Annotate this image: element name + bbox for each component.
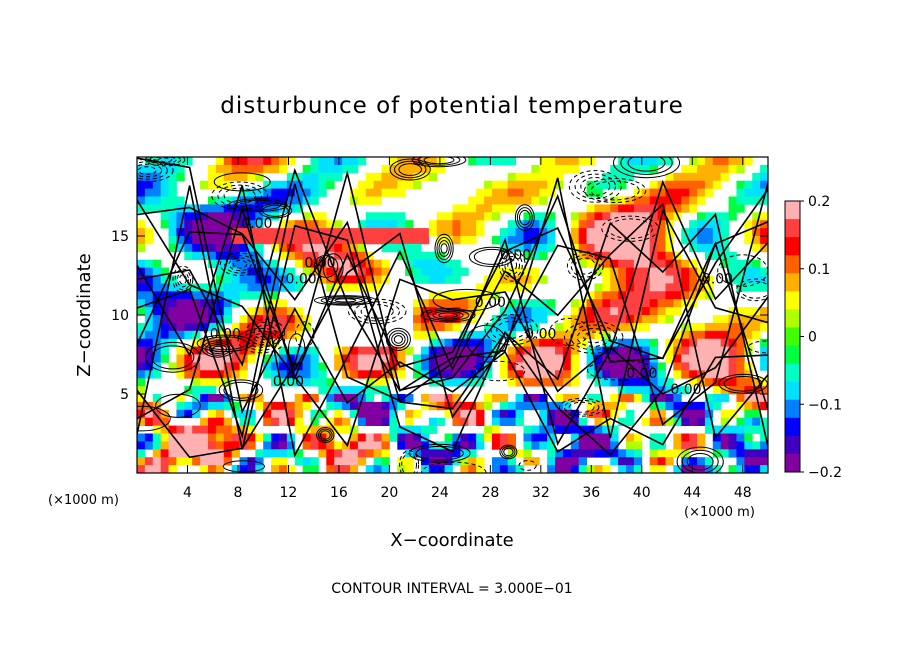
contour-value-label: 0.00 — [626, 366, 657, 382]
colorbar-segment — [785, 237, 800, 256]
x-tick-label: 32 — [532, 485, 550, 501]
colorbar-label: 0.1 — [808, 262, 830, 278]
x-axis-label: X−coordinate — [390, 530, 513, 551]
z-tick-label: 5 — [120, 387, 129, 403]
colorbar-label: −0.1 — [808, 397, 842, 413]
z-tick-label: 15 — [111, 229, 129, 245]
colorbar-segment — [785, 255, 800, 274]
x-tick-label: 28 — [481, 485, 499, 501]
colorbar-segment — [785, 345, 800, 365]
contour-lines — [137, 157, 768, 473]
z-axis: 5 10 15 — [111, 229, 768, 403]
contour-labels: 0.000.000.000.000.000.000.000.000.000.00… — [210, 216, 733, 398]
colorbar-segment — [785, 399, 800, 419]
x-axis: 4 8 12 16 20 24 28 32 36 40 44 48 — [183, 157, 752, 501]
contour-value-label: 0.00 — [500, 248, 531, 264]
colorbar-segment — [785, 219, 800, 238]
colorbar-segment — [785, 327, 800, 347]
colorbar-segment — [785, 453, 800, 473]
z-tick-label: 10 — [111, 308, 129, 324]
colorbar-label: 0 — [808, 330, 817, 346]
contour-value-label: 0.00 — [702, 271, 733, 287]
x-axis-right-unit: (×1000 m) — [684, 505, 755, 520]
colorbar-segment — [785, 309, 800, 328]
colorbar-label: −0.2 — [808, 465, 842, 481]
contour-value-label: 0.00 — [210, 327, 241, 343]
colorbar-segment — [785, 435, 800, 455]
contour-value-label: 0.00 — [241, 216, 272, 232]
x-axis-left-unit: (×1000 m) — [48, 493, 119, 508]
x-tick-label: 12 — [280, 485, 298, 501]
x-tick-label: 48 — [734, 485, 752, 501]
contour-value-label: 0.00 — [525, 327, 556, 343]
colorbar-label: 0.2 — [808, 194, 830, 210]
x-tick-label: 16 — [330, 485, 348, 501]
colorbar-segment — [785, 201, 800, 220]
colorbar-segment — [785, 291, 800, 310]
x-tick-label: 40 — [633, 485, 651, 501]
colorbar: 0.2 0.1 0 −0.1 −0.2 — [784, 194, 842, 481]
contour-value-label: 0.00 — [304, 256, 335, 272]
x-tick-label: 36 — [582, 485, 600, 501]
x-tick-label: 8 — [233, 485, 242, 501]
colorbar-segment — [785, 417, 800, 437]
x-tick-label: 24 — [431, 485, 449, 501]
contour-value-label: 0.00 — [670, 382, 701, 398]
contour-value-label: 0.00 — [273, 374, 304, 390]
chart-title: disturbunce of potential temperature — [220, 93, 684, 119]
contour-interval-note: CONTOUR INTERVAL = 3.000E−01 — [331, 581, 572, 597]
x-tick-label: 20 — [380, 485, 398, 501]
colorbar-segment — [785, 381, 800, 401]
contour-value-label: 0.00 — [285, 271, 316, 287]
z-axis-label: Z−coordinate — [74, 253, 95, 376]
colorbar-segment — [785, 363, 800, 383]
x-tick-label: 44 — [683, 485, 701, 501]
x-tick-label: 4 — [183, 485, 192, 501]
contour-value-label: 0.00 — [475, 295, 506, 311]
colorbar-segment — [785, 273, 800, 292]
